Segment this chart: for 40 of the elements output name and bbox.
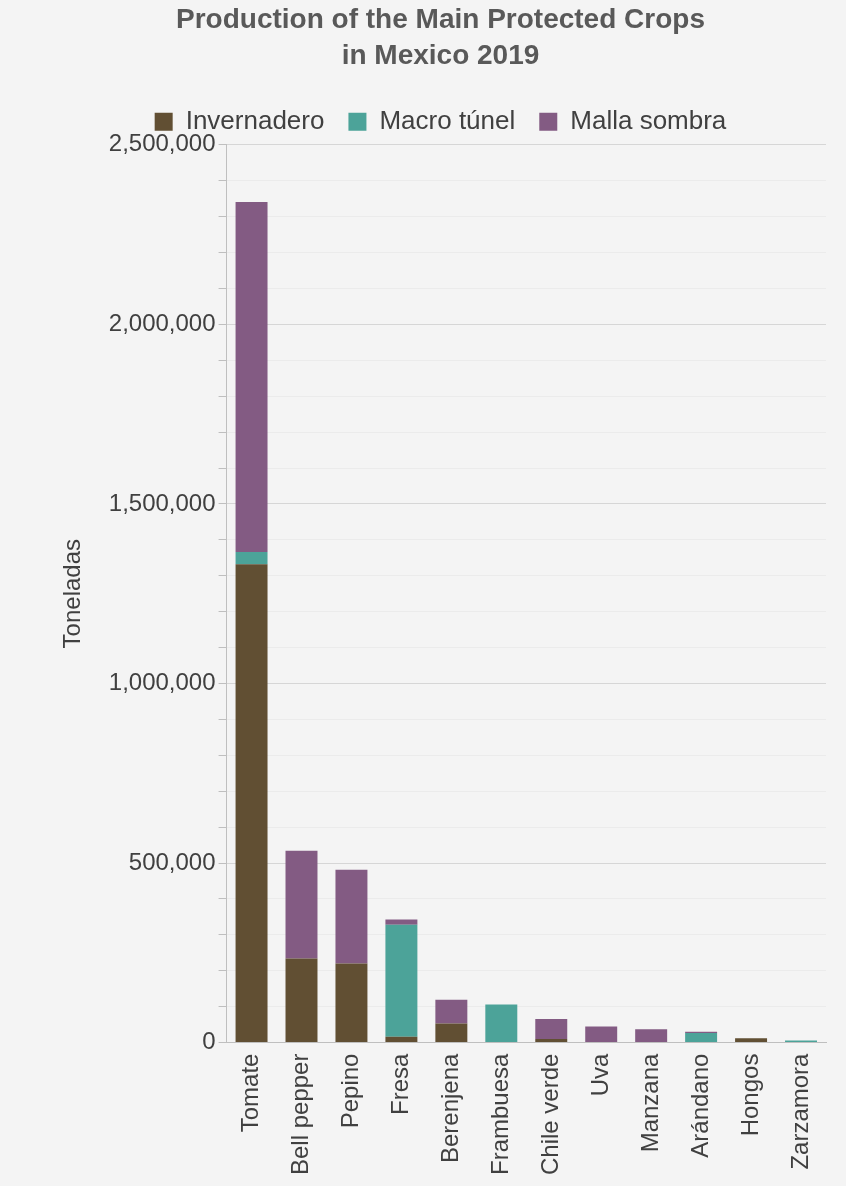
x-tick-label: Pepino <box>336 1053 364 1129</box>
y-axis-title: Toneladas <box>58 538 86 649</box>
bar <box>335 869 368 964</box>
bar <box>285 850 318 959</box>
bar <box>385 924 418 1037</box>
x-tick-label: Fresa <box>386 1052 414 1115</box>
bar <box>585 1026 618 1043</box>
bar <box>635 1029 668 1043</box>
bar <box>235 201 268 553</box>
x-tick-label: Hongos <box>735 1053 763 1137</box>
bar <box>485 1004 518 1043</box>
y-tick-label: 1,500,000 <box>108 488 216 516</box>
y-tick-label: 1,000,000 <box>108 668 216 696</box>
bar <box>385 1036 418 1043</box>
bar <box>685 1032 718 1043</box>
x-tick-label: Tomate <box>236 1053 264 1133</box>
x-tick-label: Bell pepper <box>286 1053 314 1175</box>
x-tick-label: Berenjena <box>435 1052 463 1163</box>
legend-label: Malla sombra <box>570 104 727 135</box>
x-tick-label: Chile verde <box>535 1053 563 1175</box>
x-tick-label: Zarzamora <box>785 1052 813 1170</box>
x-tick-label: Arándano <box>685 1053 713 1158</box>
bar <box>535 1018 568 1039</box>
bar <box>335 963 368 1043</box>
x-tick-label: Manzana <box>635 1052 663 1153</box>
bar <box>435 999 468 1024</box>
legend-label: Macro túnel <box>379 104 516 135</box>
x-tick-label: Frambuesa <box>485 1052 513 1175</box>
bar <box>535 1038 568 1043</box>
y-tick-label: 500,000 <box>128 847 216 875</box>
bar <box>235 552 268 565</box>
bar <box>435 1023 468 1043</box>
y-tick-label: 0 <box>202 1027 216 1055</box>
bar <box>285 958 318 1043</box>
x-tick-label: Uva <box>585 1052 613 1097</box>
bar <box>385 919 418 925</box>
y-tick-label: 2,000,000 <box>108 308 216 336</box>
bar <box>735 1038 768 1043</box>
chart-title: Production of the Main Protected Crops in Mexico 2019 <box>176 2 705 71</box>
bar <box>235 564 268 1043</box>
